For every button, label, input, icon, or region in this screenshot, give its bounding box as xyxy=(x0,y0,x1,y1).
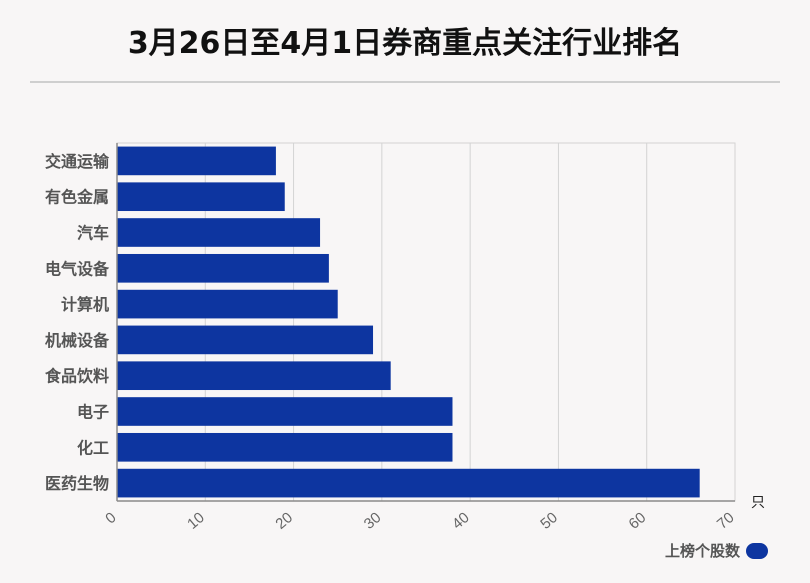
bar xyxy=(117,361,391,391)
bar xyxy=(117,432,453,462)
bar xyxy=(117,325,374,355)
category-label: 交通运输 xyxy=(45,152,110,171)
chart-title: 3月26日至4月1日券商重点关注行业排名 xyxy=(127,26,683,61)
legend: 上榜个股数 xyxy=(665,540,768,561)
x-tick-label: 70 xyxy=(714,509,738,533)
legend-swatch xyxy=(746,542,768,559)
x-tick-label: 10 xyxy=(184,509,208,533)
x-tick-label: 20 xyxy=(272,509,296,533)
x-tick-label: 50 xyxy=(537,509,561,533)
x-tick-label: 0 xyxy=(102,509,119,527)
category-label: 有色金属 xyxy=(45,188,109,207)
category-label: 化工 xyxy=(77,438,109,457)
category-label: 医药生物 xyxy=(45,474,109,493)
category-label: 食品饮料 xyxy=(44,367,109,386)
bar xyxy=(117,468,700,498)
category-label: 计算机 xyxy=(61,295,109,314)
x-unit-label: 只 xyxy=(751,495,765,511)
bar xyxy=(117,253,329,283)
category-label: 电气设备 xyxy=(45,259,110,278)
bar xyxy=(117,289,338,319)
bar xyxy=(117,182,285,212)
x-tick-label: 60 xyxy=(626,509,650,533)
bar xyxy=(117,397,453,426)
category-label: 汽车 xyxy=(77,224,109,243)
title-divider xyxy=(30,81,780,83)
bar xyxy=(117,146,276,176)
x-tick-label: 40 xyxy=(449,509,473,533)
x-tick-label: 30 xyxy=(361,509,385,533)
bar xyxy=(117,218,321,247)
legend-label: 上榜个股数 xyxy=(664,542,740,560)
category-label: 电子 xyxy=(77,403,109,422)
category-label: 机械设备 xyxy=(45,331,110,350)
